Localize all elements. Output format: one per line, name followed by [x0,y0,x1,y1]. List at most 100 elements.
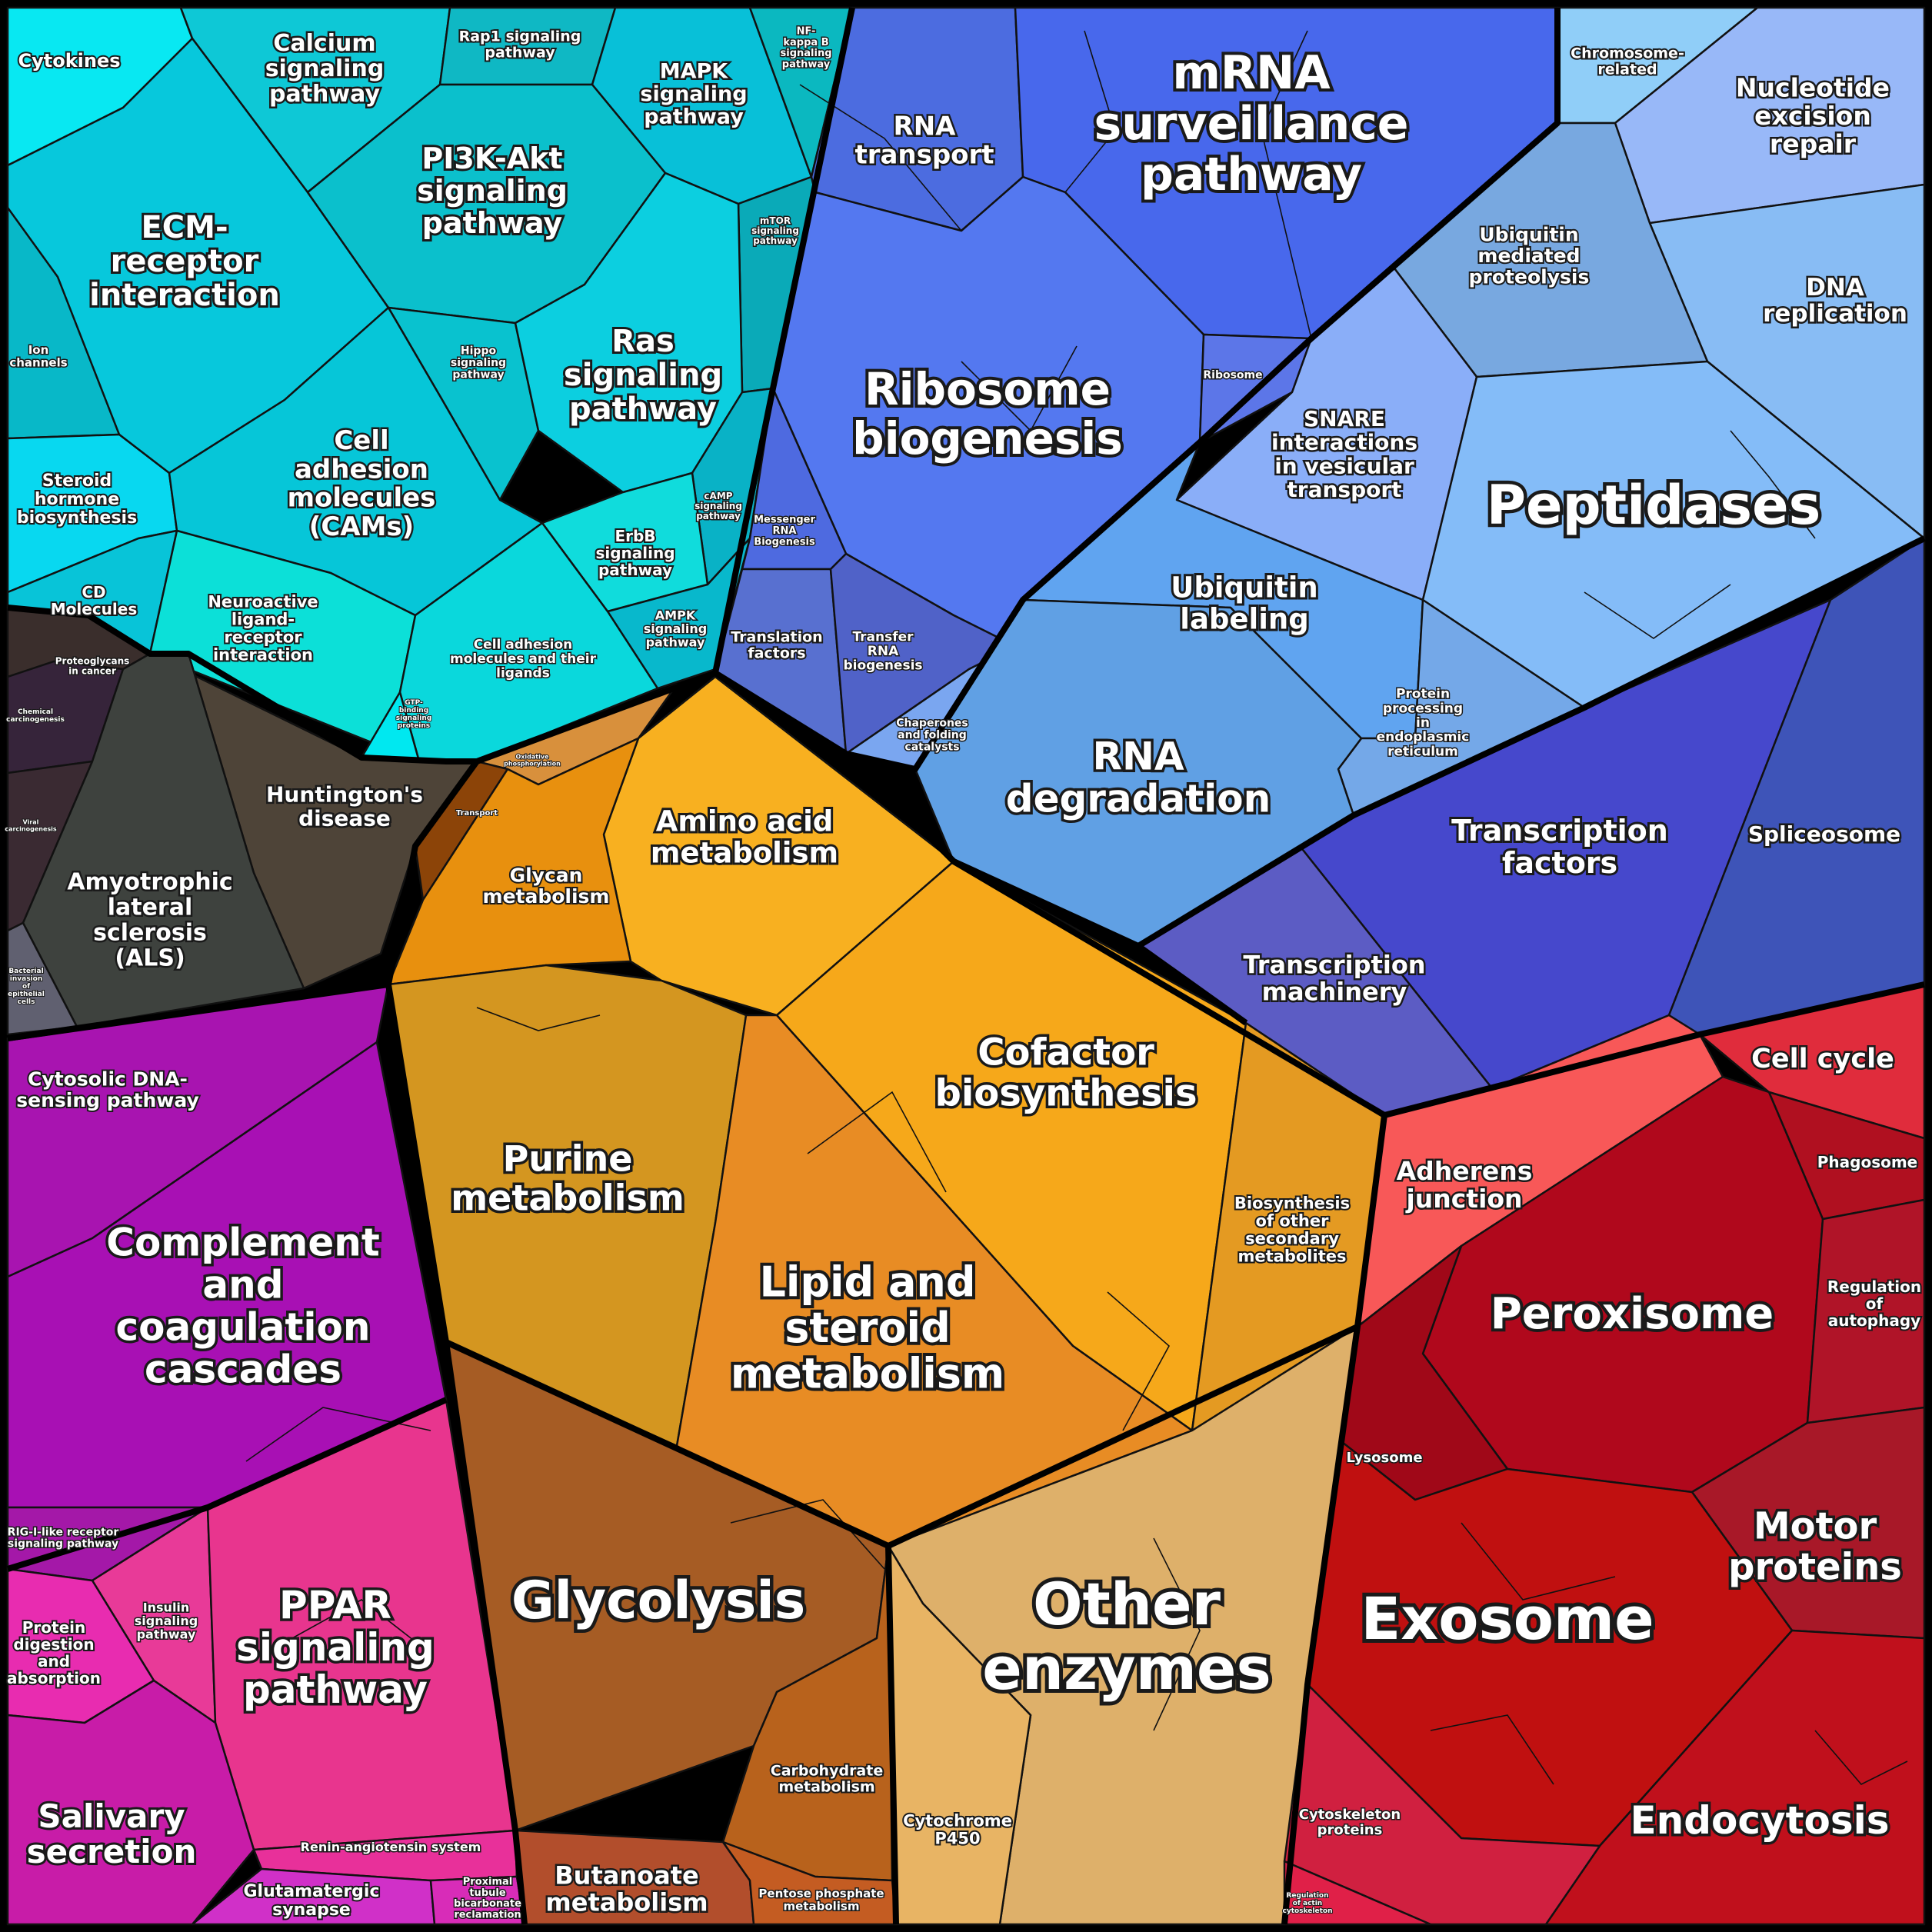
label-line: Salivary [38,1797,185,1834]
label-line: Exosome [1361,1584,1654,1653]
label-line: adhesion [295,454,428,485]
label-line: Cell adhesion [474,637,573,652]
region-disease [6,606,478,1036]
label-line: proteins [1728,1545,1902,1588]
label-line: Ras [611,324,675,359]
label-line: signaling [396,714,431,721]
label-line: lateral [108,894,193,921]
label-messenger-rna: Messenger RNA Biogenesis [754,514,815,548]
label-line: Chromosome- [1571,45,1684,62]
label-carbohydrate: Carbohydrate metabolism [771,1762,883,1795]
label-line: cAMP [704,490,732,501]
label-line: Peptidases [1487,474,1821,537]
label-line: surveillance [1094,97,1409,151]
label-line: SNARE [1304,406,1385,431]
label-line: biosynthesis [934,1071,1197,1114]
region-ppar [6,1398,526,1926]
label-line: interactions [1271,430,1417,455]
label-line: Lipid and [759,1257,975,1306]
label-mrna-surveillance: mRNA surveillance pathway [1094,46,1409,202]
label-line: Motor [1754,1505,1877,1548]
label-rig-i: RIG-I-like receptor signaling pathway [8,1526,119,1550]
label-line: Peroxisome [1491,1289,1774,1339]
label-oxidative-phosphorylation: Oxidative phosphorylation [504,753,561,767]
label-line: channels [9,355,67,369]
label-line: kappa B [783,36,828,48]
label-line: pathway [598,561,672,579]
label-line: Nucleotide [1736,72,1890,102]
label-peroxisome: Peroxisome [1491,1289,1774,1339]
label-mapk-signaling: MAPK signaling pathway [640,59,747,128]
label-line: Protein [1396,687,1450,702]
label-line: PI3K-Akt [421,142,562,175]
label-line: carcinogenesis [6,715,65,723]
label-ras-signaling: Ras signaling pathway [564,324,722,427]
label-peptidases: Peptidases [1487,474,1821,537]
label-line: Protein [22,1618,85,1637]
label-line: cascades [145,1347,341,1391]
label-line: P450 [934,1830,980,1848]
label-ribosome-biogenesis: Ribosome biogenesis [852,363,1123,465]
subdivision-lines [245,30,1908,1785]
label-line: pathway [422,205,563,239]
label-line: cytoskeleton [1283,1907,1333,1914]
label-line: sclerosis [93,919,207,946]
label-insulin-signaling: Insulin signaling pathway [135,1600,198,1641]
label-other-enzymes: Other enzymes [982,1570,1271,1703]
label-line: receptor [224,628,302,647]
label-line: reclamation [454,1909,521,1920]
region-metabolism [387,675,1386,1547]
label-line: signaling [695,501,742,511]
label-line: Translation [731,628,822,645]
label-line: signaling [640,82,747,106]
label-line: Transcription [1451,814,1668,848]
label-line: related [1597,61,1657,78]
label-line: biogenesis [843,658,922,674]
label-line: binding [399,707,428,715]
label-rna-degradation: RNA degradation [1006,734,1271,821]
label-line: signaling [781,48,832,59]
label-line: Insulin [143,1600,190,1614]
label-line: Cell [334,425,388,455]
label-line: invasion [10,975,42,983]
cell-salivary-secretion[interactable] [6,1679,255,1926]
label-line: Pentose phosphate [758,1886,884,1900]
label-line: pathway [646,635,705,649]
label-line: pathway [243,1667,428,1712]
label-mtor-signaling: mTOR signaling pathway [751,215,799,245]
label-camp-signaling: cAMP signaling pathway [695,490,742,521]
label-line: interaction [89,278,280,313]
label-cofactor-biosynthesis: Cofactor biosynthesis [934,1031,1197,1115]
label-line: transport [1287,477,1401,502]
label-cytochrome-p450: Cytochrome P450 [903,1811,1012,1847]
label-ubiquitin-labeling: Ubiquitin labeling [1171,571,1317,635]
label-line: replication [1763,300,1907,328]
label-line: RNA [868,644,899,659]
label-line: secretion [27,1833,197,1870]
label-line: metabolism [451,1177,685,1218]
label-transport: Transport [456,809,498,818]
label-line: hormone [35,490,119,509]
label-butanoate: Butanoate metabolism [545,1860,708,1917]
label-protein-processing-er: Protein processing in endoplasmic reticulum [1377,687,1470,760]
label-line: metabolism [784,1899,860,1913]
label-nucleotide-excision: Nucleotide excision repair [1736,72,1890,158]
label-line: Hippo [461,345,497,358]
label-line: Glycolysis [511,1571,805,1631]
label-line: steroid [784,1304,950,1352]
label-endocytosis: Endocytosis [1630,1798,1889,1843]
label-snare: SNARE interactions in vesicular transport [1271,406,1417,502]
label-transcription-factors: Transcription factors [1451,814,1668,880]
label-ampk-signaling: AMPK signaling pathway [644,608,707,649]
cell-glycan-metabolism[interactable] [387,737,640,986]
label-cytokines: Cytokines [18,50,120,72]
label-line: molecules [288,482,436,513]
label-regulation-autophagy: Regulation of autophagy [1827,1277,1921,1330]
label-pi3k-akt: PI3K-Akt signaling pathway [417,142,568,240]
label-line: Cofactor [978,1031,1154,1074]
label-line: ErbB [615,527,655,545]
label-line: pathway [569,391,717,427]
label-lysosome: Lysosome [1346,1450,1422,1466]
label-transcription-machinery: Transcription machinery [1243,950,1425,1006]
label-chemical-carcinogenesis: Chemical carcinogenesis [6,708,65,724]
